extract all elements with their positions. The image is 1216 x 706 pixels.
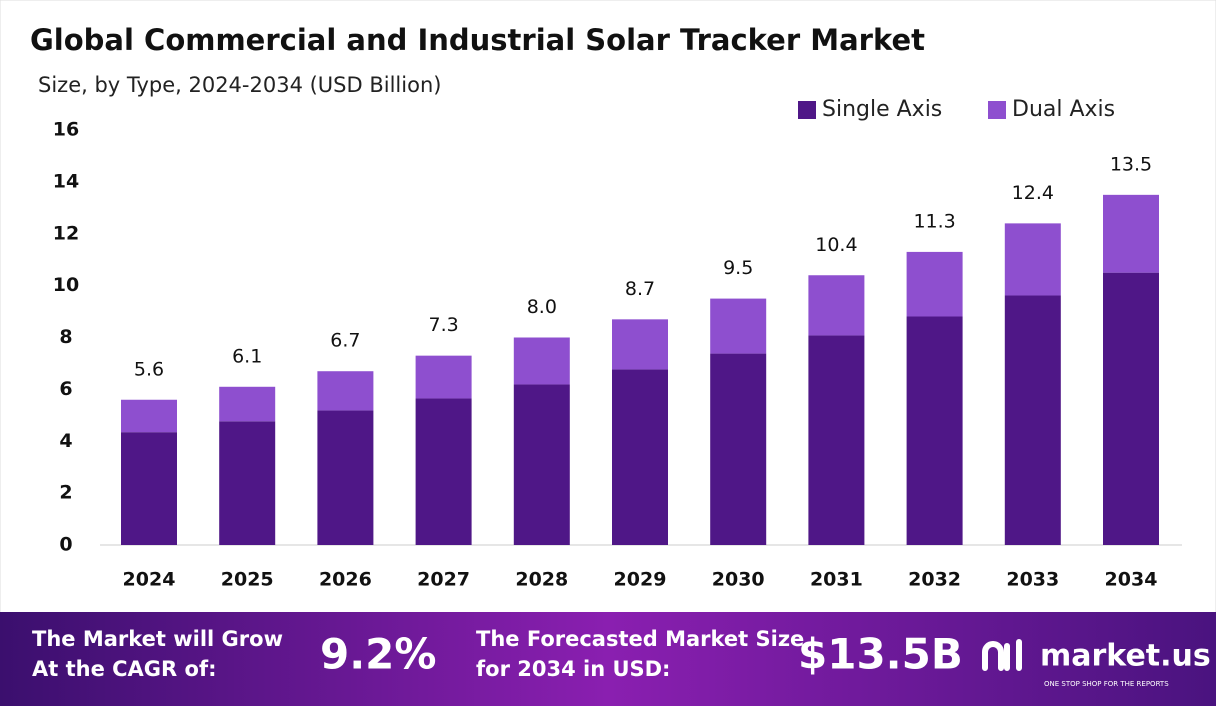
logo-icon bbox=[982, 639, 1022, 671]
bar-segment bbox=[710, 353, 767, 545]
x-tick-label: 2025 bbox=[221, 569, 274, 591]
bar-segment bbox=[906, 251, 963, 317]
chart-subtitle: Size, by Type, 2024-2034 (USD Billion) bbox=[38, 73, 441, 97]
bar-segment bbox=[612, 369, 668, 545]
total-label: 13.5 bbox=[1110, 153, 1152, 175]
y-tick-label: 12 bbox=[53, 222, 79, 244]
total-label: 8.7 bbox=[625, 278, 655, 300]
bar-segment bbox=[1004, 295, 1061, 545]
bar-segment bbox=[415, 398, 472, 545]
x-tick-label: 2029 bbox=[614, 569, 667, 591]
bar-segment bbox=[906, 316, 963, 545]
bar-segment bbox=[612, 319, 668, 370]
bar-segment bbox=[317, 371, 374, 411]
bar-segment bbox=[710, 298, 767, 354]
legend-label: Single Axis bbox=[822, 97, 942, 122]
bar-segment bbox=[808, 275, 865, 336]
total-label: 6.1 bbox=[232, 345, 262, 367]
bar-segment bbox=[513, 384, 570, 545]
total-label: 12.4 bbox=[1012, 182, 1054, 204]
chart-title: Global Commercial and Industrial Solar T… bbox=[30, 23, 925, 57]
total-label: 9.5 bbox=[723, 257, 753, 279]
bar-segment bbox=[121, 399, 177, 433]
y-tick-label: 8 bbox=[59, 326, 72, 348]
bar-segment bbox=[1103, 194, 1159, 273]
y-tick-label: 4 bbox=[59, 430, 72, 452]
total-label: 7.3 bbox=[428, 314, 458, 336]
y-tick-label: 14 bbox=[53, 170, 79, 192]
y-tick-label: 16 bbox=[53, 119, 79, 141]
logo-tagline: ONE STOP SHOP FOR THE REPORTS bbox=[1044, 680, 1169, 688]
cagr-value: 9.2% bbox=[320, 630, 436, 679]
y-tick-label: 0 bbox=[59, 534, 72, 556]
y-tick-label: 2 bbox=[59, 482, 72, 504]
x-tick-label: 2030 bbox=[712, 569, 765, 591]
x-tick-label: 2031 bbox=[810, 569, 863, 591]
bar-segment bbox=[219, 421, 276, 545]
bar-segment bbox=[317, 410, 374, 545]
x-tick-label: 2032 bbox=[908, 569, 961, 591]
legend-swatch bbox=[988, 101, 1006, 119]
total-label: 5.6 bbox=[134, 358, 164, 380]
x-tick-label: 2027 bbox=[417, 569, 470, 591]
bar-segment bbox=[1103, 272, 1159, 545]
legend-label: Dual Axis bbox=[1012, 97, 1115, 122]
bar-segment bbox=[415, 355, 472, 399]
bar-segment bbox=[219, 386, 276, 422]
bar-segment bbox=[513, 337, 570, 385]
legend-swatch bbox=[798, 101, 816, 119]
y-tick-label: 10 bbox=[53, 274, 79, 296]
logo-text: market.us bbox=[1040, 639, 1211, 674]
total-label: 6.7 bbox=[330, 330, 360, 352]
forecast-text: The Forecasted Market Size for 2034 in US… bbox=[476, 627, 804, 681]
bar-segment bbox=[1004, 223, 1061, 296]
footer-banner bbox=[0, 612, 1216, 706]
y-tick-label: 6 bbox=[59, 378, 72, 400]
x-tick-label: 2034 bbox=[1105, 569, 1158, 591]
bar-segment bbox=[808, 335, 865, 545]
total-label: 8.0 bbox=[527, 296, 557, 318]
total-label: 10.4 bbox=[815, 234, 857, 256]
x-tick-label: 2033 bbox=[1006, 569, 1059, 591]
total-label: 11.3 bbox=[913, 210, 955, 232]
cagr-text: The Market will Grow At the CAGR of: bbox=[32, 627, 283, 681]
forecast-value: $13.5B bbox=[798, 630, 963, 679]
bar-segment bbox=[121, 432, 177, 545]
x-tick-label: 2024 bbox=[123, 569, 176, 591]
x-tick-label: 2028 bbox=[515, 569, 568, 591]
x-tick-label: 2026 bbox=[319, 569, 372, 591]
